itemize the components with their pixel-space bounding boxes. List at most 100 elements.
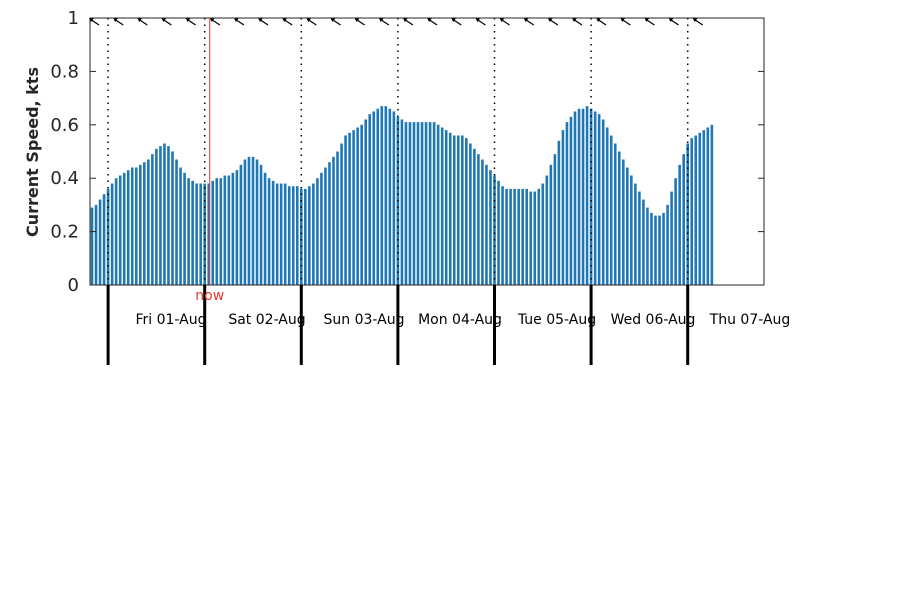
- bar: [440, 127, 444, 285]
- direction-arrow: [378, 18, 390, 26]
- bar: [674, 178, 677, 285]
- bar: [348, 132, 351, 285]
- bar: [114, 178, 118, 285]
- bar: [368, 114, 372, 286]
- bar: [432, 122, 436, 285]
- bar: [485, 164, 488, 285]
- direction-arrow: [354, 18, 365, 26]
- bar: [509, 188, 512, 285]
- bar: [698, 132, 702, 285]
- bar: [312, 183, 315, 285]
- direction-arrow: [113, 18, 124, 26]
- bar: [324, 167, 327, 285]
- bar: [465, 138, 468, 285]
- bar: [573, 111, 577, 285]
- bar: [247, 156, 251, 285]
- bar: [263, 172, 267, 285]
- bar: [577, 108, 581, 285]
- bar: [235, 170, 239, 285]
- direction-arrows: [89, 18, 704, 26]
- day-label: Tue 05-Aug: [517, 312, 596, 328]
- bar: [187, 178, 190, 285]
- direction-arrow: [692, 18, 704, 26]
- bar: [275, 183, 279, 285]
- bar: [702, 130, 706, 285]
- bar: [638, 191, 641, 285]
- direction-arrow: [475, 18, 486, 26]
- bar: [424, 122, 428, 285]
- now-label: now: [195, 288, 224, 304]
- bar: [102, 194, 106, 285]
- y-tick-label: 0.2: [50, 222, 79, 243]
- bar: [372, 111, 376, 285]
- bar: [243, 159, 247, 285]
- bar: [706, 127, 710, 285]
- bar: [601, 119, 605, 286]
- bar: [505, 188, 508, 285]
- bar: [352, 130, 355, 285]
- bar: [155, 148, 158, 285]
- y-tick-label: 0.6: [50, 115, 79, 136]
- bar: [565, 122, 569, 285]
- plot-frame: [89, 17, 765, 286]
- direction-arrow: [209, 18, 221, 26]
- bar: [694, 135, 698, 285]
- bar: [183, 172, 186, 285]
- bar: [130, 167, 134, 285]
- direction-arrow: [596, 18, 607, 26]
- direction-arrow: [572, 18, 583, 26]
- day-label: Thu 07-Aug: [709, 312, 791, 328]
- bar: [267, 178, 271, 285]
- bar: [110, 183, 114, 285]
- bar: [533, 191, 537, 285]
- bar: [340, 143, 343, 285]
- bar: [416, 122, 420, 285]
- bar: [219, 178, 223, 285]
- direction-arrow: [451, 18, 462, 26]
- bar: [179, 167, 182, 285]
- bar: [404, 122, 408, 285]
- day-label: Wed 06-Aug: [611, 312, 696, 328]
- bar: [428, 122, 432, 285]
- bar: [203, 183, 206, 285]
- bar: [175, 159, 178, 285]
- bar: [654, 215, 657, 285]
- direction-arrow: [668, 18, 679, 26]
- bar: [581, 108, 585, 285]
- bar: [521, 188, 524, 285]
- y-tick-label: 0: [68, 275, 79, 296]
- bar: [456, 135, 460, 285]
- bar: [613, 143, 617, 285]
- bar: [171, 151, 174, 285]
- direction-arrow: [258, 18, 269, 26]
- bar-series: [90, 106, 714, 286]
- direction-arrow: [161, 18, 172, 26]
- bar: [332, 156, 335, 285]
- bar: [308, 186, 311, 285]
- y-axis: 0 0.2 0.4 0.6 0.8 1: [50, 8, 764, 296]
- bar: [561, 130, 565, 285]
- bar: [670, 191, 673, 285]
- direction-arrow: [402, 18, 414, 26]
- bar: [291, 186, 295, 285]
- direction-arrow: [233, 18, 245, 26]
- bar: [513, 188, 516, 285]
- bar: [90, 207, 94, 285]
- bar: [259, 164, 263, 285]
- bar: [400, 119, 404, 286]
- bar: [549, 164, 553, 285]
- bar: [388, 108, 392, 285]
- direction-arrow: [330, 18, 341, 26]
- bar: [320, 172, 323, 285]
- bar: [412, 122, 416, 285]
- bar: [690, 138, 694, 285]
- bar: [593, 111, 597, 285]
- bar: [436, 124, 440, 285]
- direction-arrow: [499, 18, 510, 26]
- y-axis-label: Current Speed, kts: [23, 67, 42, 237]
- bar: [139, 164, 142, 285]
- bar: [682, 154, 685, 285]
- bar: [316, 178, 319, 285]
- bar: [473, 148, 476, 285]
